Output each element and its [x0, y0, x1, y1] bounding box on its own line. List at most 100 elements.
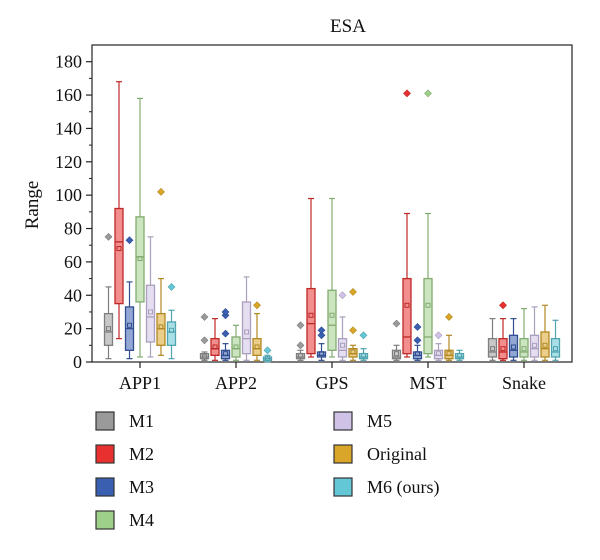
outlier-point [338, 291, 347, 300]
box-m3-app2 [220, 308, 231, 361]
box-body [306, 287, 316, 355]
box-body [433, 349, 444, 360]
mean-marker [542, 342, 548, 348]
box-m4-app1 [135, 97, 145, 358]
y-tick-label: 160 [55, 85, 82, 105]
box-m2-app2 [210, 318, 220, 361]
y-axis-label: Range [22, 181, 43, 230]
mean-marker [350, 349, 356, 355]
mean-marker [340, 342, 345, 348]
box-m6-ours--gps [358, 331, 369, 361]
outlier-point [317, 326, 326, 335]
y-tick-label: 120 [55, 152, 82, 172]
x-tick-label: APP2 [215, 373, 257, 393]
outlier-point [424, 89, 432, 98]
box-body [508, 334, 519, 358]
outlier-point [359, 331, 368, 340]
outlier-point [221, 329, 230, 338]
y-tick-label: 0 [73, 352, 82, 372]
outlier-point [349, 288, 357, 296]
mean-marker [319, 351, 324, 357]
legend-swatch [95, 477, 115, 497]
mean-marker [404, 302, 410, 308]
box-m6-ours--snake [550, 319, 561, 361]
box-m5-gps [337, 291, 348, 361]
box-body [103, 312, 114, 346]
x-tick-label: APP1 [119, 373, 161, 393]
mean-marker [158, 324, 164, 330]
box-original-app1 [156, 187, 166, 356]
box-m5-snake [529, 306, 540, 361]
mean-marker [148, 309, 153, 315]
box-body [391, 349, 402, 360]
x-tick-label: GPS [315, 373, 348, 393]
outlier-point [263, 346, 272, 355]
box-body [529, 334, 540, 358]
box-m5-mst [433, 331, 444, 361]
box-body [156, 312, 166, 346]
box-body [316, 351, 327, 358]
mean-marker [457, 352, 462, 358]
legend-swatch [95, 510, 115, 530]
mean-marker [308, 312, 314, 318]
outlier-point [413, 336, 422, 345]
mean-marker [298, 352, 303, 358]
box-m4-mst [423, 89, 433, 358]
mean-marker [532, 342, 537, 348]
box-m4-gps [327, 197, 337, 358]
box-m1-gps [295, 321, 306, 361]
outlier-point [296, 341, 305, 350]
box-m2-mst [402, 89, 412, 358]
legend-swatch [95, 411, 115, 431]
x-tick-label: MST [409, 373, 446, 393]
mean-marker [212, 344, 218, 350]
outlier-point [200, 336, 209, 345]
mean-marker [436, 351, 441, 357]
outlier-point [157, 187, 165, 196]
box-body [540, 331, 550, 358]
box-m2-snake [498, 301, 508, 361]
box-m1-app1 [103, 232, 114, 360]
legend-label: M3 [129, 477, 154, 497]
box-body [166, 321, 177, 346]
box-m3-snake [508, 318, 519, 361]
mean-marker [521, 346, 527, 352]
box-m6-ours--app1 [166, 282, 177, 360]
mean-marker [127, 322, 132, 328]
box-body [487, 337, 498, 358]
y-tick-label: 180 [55, 52, 82, 72]
legend: M1 M2 M3 M4 M5 Original M6 (ours) [95, 411, 440, 530]
box-body [358, 353, 369, 360]
box-m6-ours--app2 [262, 346, 273, 363]
box-m3-mst [412, 323, 423, 361]
box-body [199, 353, 210, 360]
box-m4-app2 [231, 324, 241, 361]
mean-marker [500, 346, 506, 352]
mean-marker [490, 346, 495, 352]
legend-swatch [333, 477, 353, 497]
legend-item-m4: M4 [95, 510, 154, 530]
outlier-point [167, 282, 176, 291]
box-body [327, 289, 337, 351]
legend-swatch [95, 444, 115, 464]
legend-item-m3: M3 [95, 477, 154, 497]
box-body [241, 301, 252, 355]
y-tick-label: 100 [55, 185, 82, 205]
y-tick-label: 40 [64, 285, 82, 305]
legend-swatch [333, 411, 353, 431]
legend-item-m1: M1 [95, 411, 154, 431]
box-body [550, 337, 561, 358]
mean-marker [244, 329, 249, 335]
box-body [220, 349, 231, 360]
box-m2-gps [306, 197, 316, 358]
box-body [444, 349, 454, 360]
outlier-point [104, 232, 113, 241]
outlier-point [296, 321, 305, 330]
box-m1-snake [487, 318, 498, 361]
legend-item-m2: M2 [95, 444, 154, 464]
box-body [210, 337, 220, 356]
mean-marker [106, 326, 111, 332]
y-tick-label: 140 [55, 118, 82, 138]
box-body [114, 207, 124, 305]
